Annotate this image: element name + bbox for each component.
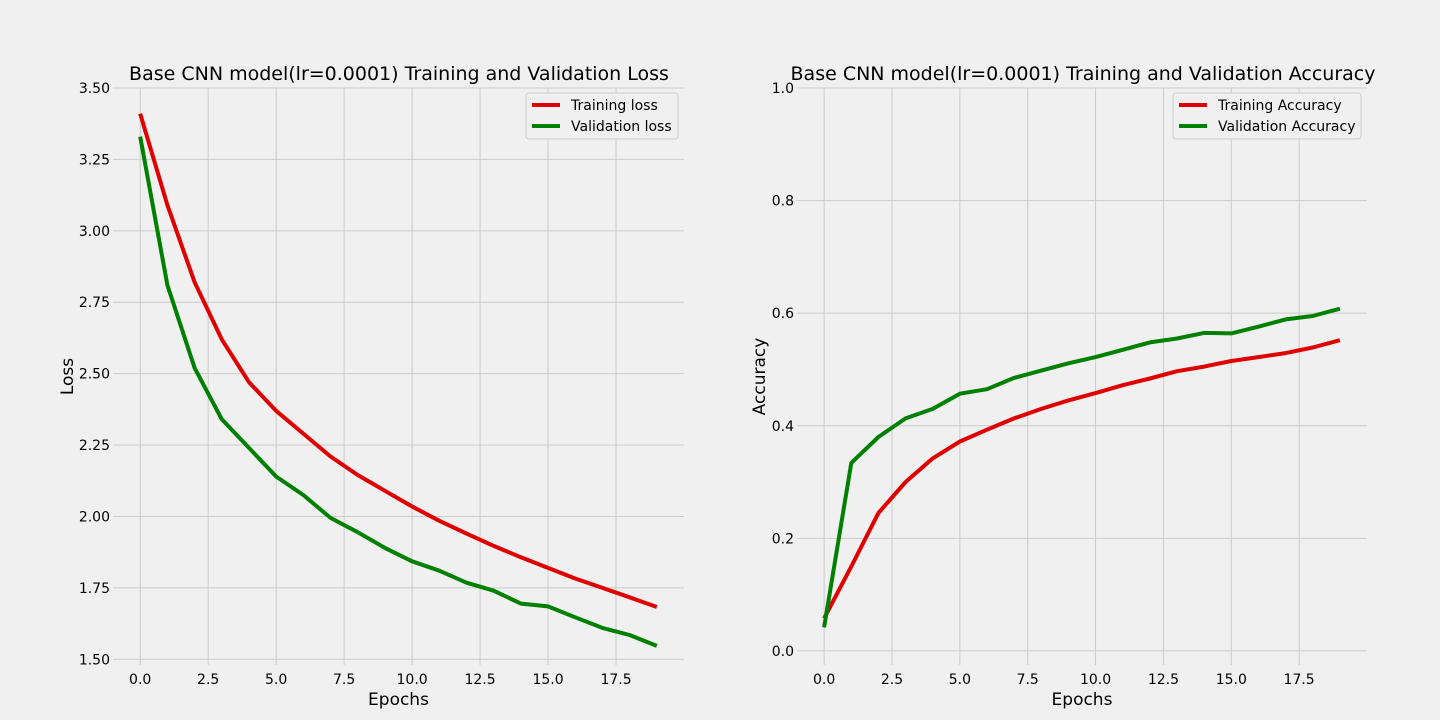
y-tick-label: 1.0 (772, 81, 794, 97)
x-tick-label: 15.0 (1216, 672, 1247, 688)
y-tick-label: 2.75 (79, 295, 110, 311)
y-tick-label: 0.6 (772, 306, 794, 322)
x-tick-label: 10.0 (1080, 672, 1111, 688)
x-tick-label: 17.5 (1284, 672, 1315, 688)
y-tick-label: 2.00 (79, 509, 110, 525)
legend: Training Accuracy Validation Accuracy (1172, 92, 1362, 140)
x-tick-label: 12.5 (464, 672, 495, 688)
legend-label: Training loss (570, 98, 658, 114)
legend-box (525, 92, 679, 140)
x-tick-label: 0.0 (129, 672, 151, 688)
x-tick-label: 17.5 (600, 672, 631, 688)
accuracy-chart: 0.0 2.5 5.0 7.5 10.0 12.5 15.0 17.5 0.0 0.2 0.4 0.6… (750, 63, 1375, 710)
loss-chart: 0.0 2.5 5.0 7.5 10.0 12.5 15.0 17.5 1.50 1.75 2.00… (58, 63, 684, 710)
legend-label: Training Accuracy (1217, 98, 1342, 114)
x-tick-label: 12.5 (1148, 672, 1179, 688)
y-tick-label: 0.4 (772, 419, 794, 435)
x-tick-label: 10.0 (397, 672, 428, 688)
y-tick-label: 3.50 (79, 81, 110, 97)
y-tick-label: 3.25 (79, 152, 110, 168)
series-line-training-loss (138, 113, 658, 609)
y-tick-label: 1.75 (79, 581, 110, 597)
y-axis-label: Accuracy (750, 338, 770, 416)
legend-label: Validation Accuracy (1218, 119, 1356, 135)
x-tick-label: 5.0 (265, 672, 287, 688)
legend: Training loss Validation loss (525, 92, 679, 140)
x-tick-label: 5.0 (949, 672, 971, 688)
y-tick-label: 3.00 (79, 224, 110, 240)
y-axis-label: Loss (58, 358, 78, 395)
x-tick-label: 7.5 (1017, 672, 1039, 688)
y-tick-label: 0.8 (772, 194, 794, 210)
x-tick-label: 15.0 (532, 672, 563, 688)
x-axis-label: Epochs (368, 690, 429, 710)
y-tick-label: 0.0 (772, 644, 794, 660)
series-line-validation-accuracy (822, 306, 1341, 628)
legend-label: Validation loss (571, 119, 672, 135)
x-tick-label: 0.0 (813, 672, 835, 688)
y-tick-label: 2.50 (79, 367, 110, 383)
x-tick-label: 2.5 (881, 672, 903, 688)
y-tick-label: 2.25 (79, 438, 110, 454)
series-line-training-accuracy (822, 338, 1341, 620)
y-tick-label: 0.2 (772, 531, 794, 547)
x-tick-label: 2.5 (197, 672, 219, 688)
legend-box (1172, 92, 1362, 140)
chart-title: Base CNN model(lr=0.0001) Training and V… (791, 63, 1376, 85)
series-line-validation-loss (138, 136, 658, 648)
y-tick-label: 1.50 (79, 652, 110, 668)
x-axis-label: Epochs (1052, 690, 1113, 710)
chart-title: Base CNN model(lr=0.0001) Training and V… (129, 63, 669, 85)
x-tick-label: 7.5 (333, 672, 355, 688)
